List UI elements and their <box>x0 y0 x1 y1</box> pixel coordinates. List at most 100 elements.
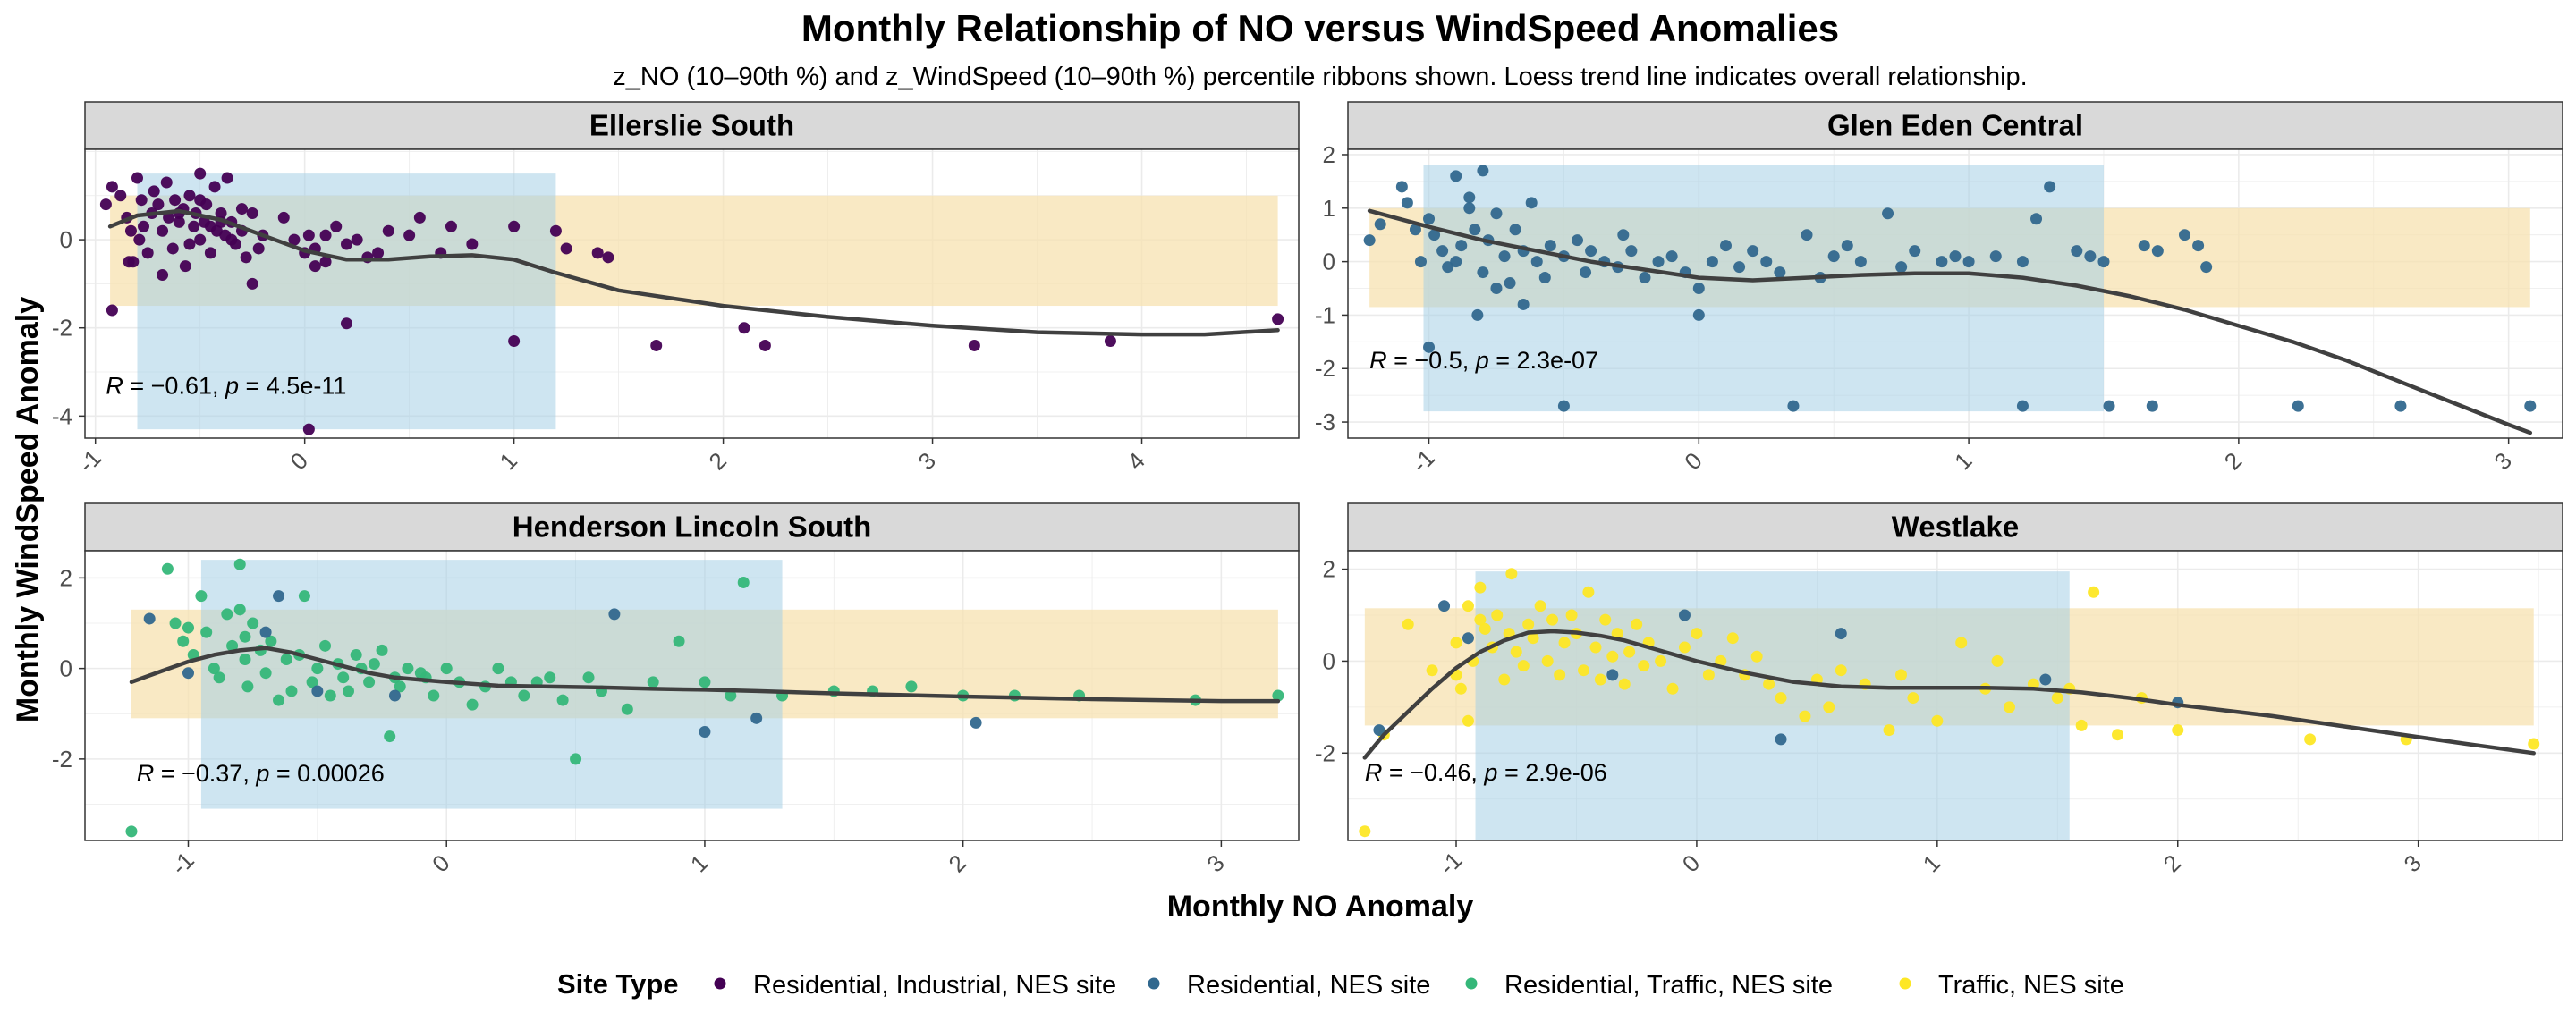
point-residential-nes-site <box>1719 240 1732 252</box>
point-residential-industrial-nes-site <box>135 194 148 207</box>
point-traffic-nes-site <box>1479 622 1491 635</box>
point-traffic-nes-site <box>1931 714 1944 727</box>
point-residential-industrial-nes-site <box>1104 335 1116 348</box>
point-residential-traffic-nes-site <box>161 562 174 575</box>
point-residential-nes-site <box>388 689 401 702</box>
point-traffic-nes-site <box>1517 660 1530 672</box>
point-residential-industrial-nes-site <box>252 242 265 255</box>
point-residential-industrial-nes-site <box>403 229 416 241</box>
point-residential-nes-site <box>273 590 285 603</box>
point-residential-nes-site <box>1854 256 1867 268</box>
point-residential-nes-site <box>2179 229 2191 241</box>
point-residential-industrial-nes-site <box>277 211 290 224</box>
point-residential-nes-site <box>1436 245 1449 258</box>
point-residential-traffic-nes-site <box>492 663 504 675</box>
loess-trend-line <box>1362 629 2536 760</box>
point-traffic-nes-site <box>1907 692 1919 705</box>
point-residential-nes-site <box>1401 197 1413 209</box>
facet-strip-label: Westlake <box>1892 511 2019 544</box>
point-traffic-nes-site <box>1599 613 1612 626</box>
y-tick-label: -2 <box>52 746 72 772</box>
point-residential-traffic-nes-site <box>342 685 354 697</box>
point-residential-industrial-nes-site <box>330 220 343 232</box>
point-residential-traffic-nes-site <box>544 671 556 684</box>
point-residential-nes-site <box>1936 256 1948 268</box>
point-traffic-nes-site <box>1462 714 1474 727</box>
point-residential-nes-site <box>2039 673 2052 686</box>
point-residential-nes-site <box>2030 213 2043 225</box>
correlation-annotation: R = −0.61, p = 4.5e-11 <box>106 373 346 400</box>
points <box>1359 568 2540 838</box>
point-residential-traffic-nes-site <box>273 694 285 706</box>
point-traffic-nes-site <box>1726 632 1739 645</box>
point-residential-traffic-nes-site <box>265 635 277 647</box>
point-residential-traffic-nes-site <box>200 626 213 638</box>
panel-border <box>84 550 1300 841</box>
point-residential-nes-site <box>1373 724 1385 737</box>
point-residential-traffic-nes-site <box>394 680 406 693</box>
point-residential-nes-site <box>2071 245 2083 258</box>
point-residential-nes-site <box>1463 202 1476 215</box>
point-traffic-nes-site <box>1666 682 1679 695</box>
point-residential-industrial-nes-site <box>602 251 614 264</box>
point-traffic-nes-site <box>2528 738 2540 750</box>
point-residential-nes-site <box>1989 250 2002 263</box>
point-residential-nes-site <box>1374 218 1386 231</box>
point-residential-industrial-nes-site <box>508 220 521 232</box>
point-residential-nes-site <box>1471 308 1484 321</box>
point-residential-nes-site <box>1580 266 1592 279</box>
point-residential-nes-site <box>1909 245 1921 258</box>
point-residential-traffic-nes-site <box>402 663 414 675</box>
point-traffic-nes-site <box>1450 637 1462 649</box>
point-traffic-nes-site <box>1402 618 1414 630</box>
point-residential-traffic-nes-site <box>699 676 711 688</box>
point-residential-nes-site <box>2146 400 2158 412</box>
point-residential-traffic-nes-site <box>324 689 336 702</box>
facet-strip-label: Glen Eden Central <box>1827 109 2083 142</box>
point-residential-traffic-nes-site <box>556 694 569 706</box>
point-traffic-nes-site <box>1474 613 1487 626</box>
point-residential-nes-site <box>1949 250 1962 263</box>
point-residential-traffic-nes-site <box>285 685 298 697</box>
point-residential-nes-site <box>1538 272 1551 284</box>
point-traffic-nes-site <box>1491 609 1504 621</box>
loess-trend-line <box>107 208 1280 337</box>
point-residential-industrial-nes-site <box>302 229 315 241</box>
point-residential-nes-site <box>2103 400 2115 412</box>
point-residential-traffic-nes-site <box>221 608 233 621</box>
legend-key-residential-industrial-nes-site <box>714 977 726 990</box>
facet-glen-eden-central: Glen Eden Central R = −0.5, p = 2.3e-07 -1… <box>1315 101 2563 477</box>
point-residential-traffic-nes-site <box>428 689 440 702</box>
chart-subtitle: z_NO (10–90th %) and z_WindSpeed (10–90t… <box>613 63 2027 91</box>
point-residential-traffic-nes-site <box>621 703 633 715</box>
point-residential-nes-site <box>311 685 324 697</box>
point-residential-traffic-nes-site <box>337 671 350 684</box>
point-traffic-nes-site <box>1750 650 1763 663</box>
point-residential-traffic-nes-site <box>239 654 251 665</box>
point-traffic-nes-site <box>1690 628 1703 640</box>
point-residential-traffic-nes-site <box>208 663 220 675</box>
point-traffic-nes-site <box>2112 729 2124 741</box>
point-residential-nes-site <box>1490 207 1503 220</box>
point-residential-nes-site <box>699 726 711 738</box>
point-residential-traffic-nes-site <box>233 604 246 616</box>
point-residential-traffic-nes-site <box>466 698 479 711</box>
point-residential-industrial-nes-site <box>650 339 663 351</box>
point-residential-nes-site <box>1665 250 1678 263</box>
point-residential-nes-site <box>1692 308 1705 321</box>
y-tick-label: 1 <box>1323 195 1335 222</box>
point-residential-nes-site <box>2200 261 2213 274</box>
point-residential-nes-site <box>1363 234 1376 247</box>
point-residential-industrial-nes-site <box>179 260 191 273</box>
point-traffic-nes-site <box>1589 641 1602 654</box>
point-residential-industrial-nes-site <box>968 339 980 351</box>
point-traffic-nes-site <box>1799 710 1811 722</box>
legend-label: Residential, NES site <box>1187 971 1430 1000</box>
point-residential-nes-site <box>1414 256 1427 268</box>
point-residential-nes-site <box>1827 250 1840 263</box>
point-residential-traffic-nes-site <box>319 639 332 652</box>
point-residential-nes-site <box>1617 229 1630 241</box>
